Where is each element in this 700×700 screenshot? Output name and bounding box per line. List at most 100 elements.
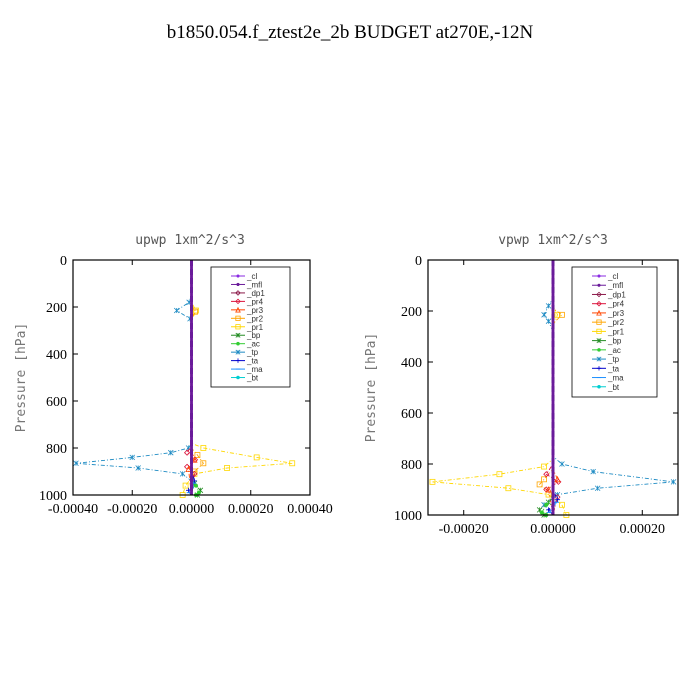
series-line — [75, 260, 196, 496]
data-point — [193, 307, 199, 314]
page-title: b1850.054.f_ztest2e_2b BUDGET at270E,-12… — [166, 22, 534, 43]
plot-frame — [72, 259, 311, 496]
legend-label: _mfl — [246, 280, 262, 289]
legend-label: _bp — [607, 337, 622, 346]
x-tick-label: 0.00040 — [287, 502, 333, 517]
y-tick-label: 400 — [46, 348, 67, 363]
data-point — [536, 481, 543, 488]
x-tick-label: 0.00020 — [228, 502, 274, 517]
x-tick-label: 0.00000 — [169, 502, 215, 517]
legend-item: _bp — [231, 331, 261, 340]
data-point — [539, 510, 544, 515]
series-pr1 — [429, 260, 570, 518]
data-point — [200, 460, 207, 467]
data-point — [173, 307, 180, 314]
legend-item: _tp — [592, 355, 620, 364]
series-line — [543, 260, 674, 516]
series-tp — [73, 260, 198, 496]
data-point — [135, 465, 141, 471]
data-point — [191, 470, 198, 477]
data-point — [196, 490, 201, 495]
data-point — [559, 501, 565, 508]
legend-label: _ac — [246, 340, 260, 349]
legend-item: _tp — [231, 348, 259, 357]
legend-item: _pr4 — [231, 297, 264, 306]
data-point — [191, 456, 198, 463]
legend-label: _bt — [607, 383, 620, 392]
legend-item: _bt — [231, 374, 259, 383]
data-point — [541, 312, 547, 318]
chart-panel-1: upwp 1xm^2/s^3 Pressure [hPa] -0.00040 -0.0… — [14, 233, 333, 517]
legend-item: _bt — [592, 383, 620, 392]
legend-item: _mfl — [592, 281, 623, 290]
legend-item: _dp1 — [592, 290, 626, 299]
series-line — [186, 260, 196, 496]
legend-item: _ac — [592, 346, 621, 355]
series-line — [188, 260, 195, 496]
y-tick-label: 1000 — [39, 489, 67, 504]
legend-item: _pr4 — [592, 300, 625, 309]
legend-label: _pr1 — [246, 323, 264, 332]
data-point — [129, 454, 136, 461]
data-point — [183, 449, 191, 456]
chart-title: vpwp 1xm^2/s^3 — [498, 233, 608, 248]
y-tick-label: 600 — [401, 407, 422, 422]
data-point — [544, 502, 549, 507]
series-pr2 — [536, 260, 565, 515]
data-point — [200, 445, 207, 451]
data-point — [194, 452, 201, 458]
x-tick-label: -0.00040 — [48, 502, 98, 517]
legend-label: _ta — [246, 357, 259, 366]
x-tick-label: -0.00020 — [439, 522, 489, 537]
y-tick-label: 800 — [401, 458, 422, 473]
legend-item: _pr3 — [231, 306, 264, 315]
legend-item: _mfl — [231, 280, 262, 289]
legend-item: _ma — [231, 365, 263, 374]
data-point — [185, 465, 192, 473]
legend-item: _pr1 — [231, 323, 264, 332]
legend-item: _pr1 — [592, 327, 625, 336]
y-axis-label: Pressure [hPa] — [364, 333, 379, 443]
x-tick-label: -0.00020 — [107, 502, 157, 517]
data-point — [554, 311, 561, 318]
y-tick-label: 200 — [46, 301, 67, 316]
legend-label: _pr3 — [246, 306, 264, 315]
legend-item: _dp1 — [231, 289, 265, 298]
legend-item: _bp — [592, 337, 622, 346]
legend-label: _ta — [607, 364, 620, 373]
legend-label: _dp1 — [607, 290, 626, 299]
data-point — [179, 471, 186, 477]
data-point — [505, 485, 512, 492]
legend-label: _ma — [246, 365, 263, 374]
legend-label: _bt — [246, 374, 259, 383]
legend-item: _ta — [231, 357, 259, 366]
data-point — [554, 475, 561, 483]
data-point — [559, 311, 565, 318]
data-point — [545, 303, 552, 309]
data-point — [590, 468, 596, 475]
legend-label: _mfl — [607, 281, 623, 290]
y-tick-label: 0 — [60, 254, 67, 269]
data-point — [224, 465, 230, 471]
y-tick-label: 0 — [415, 254, 422, 269]
legend-box — [571, 266, 658, 398]
plot-area — [73, 260, 296, 498]
y-tick-label: 200 — [401, 305, 422, 320]
data-point — [182, 482, 189, 489]
data-point — [545, 486, 552, 493]
legend: _cl_mfl_dp1_pr4_pr3_pr2_pr1_bp_ac_tp_ta_… — [210, 266, 291, 388]
legend-item: _ta — [592, 364, 620, 373]
legend-label: _dp1 — [246, 289, 265, 298]
legend-label: _tp — [607, 355, 620, 364]
series-ac — [539, 260, 554, 517]
legend-item: _pr2 — [231, 314, 264, 323]
data-point — [496, 471, 503, 478]
legend-label: _pr1 — [607, 327, 625, 336]
data-point — [73, 460, 79, 467]
legend-label: _pr3 — [607, 309, 625, 318]
y-tick-label: 800 — [46, 442, 67, 457]
data-point — [289, 460, 296, 467]
data-point — [670, 479, 677, 485]
series-line — [188, 260, 195, 496]
